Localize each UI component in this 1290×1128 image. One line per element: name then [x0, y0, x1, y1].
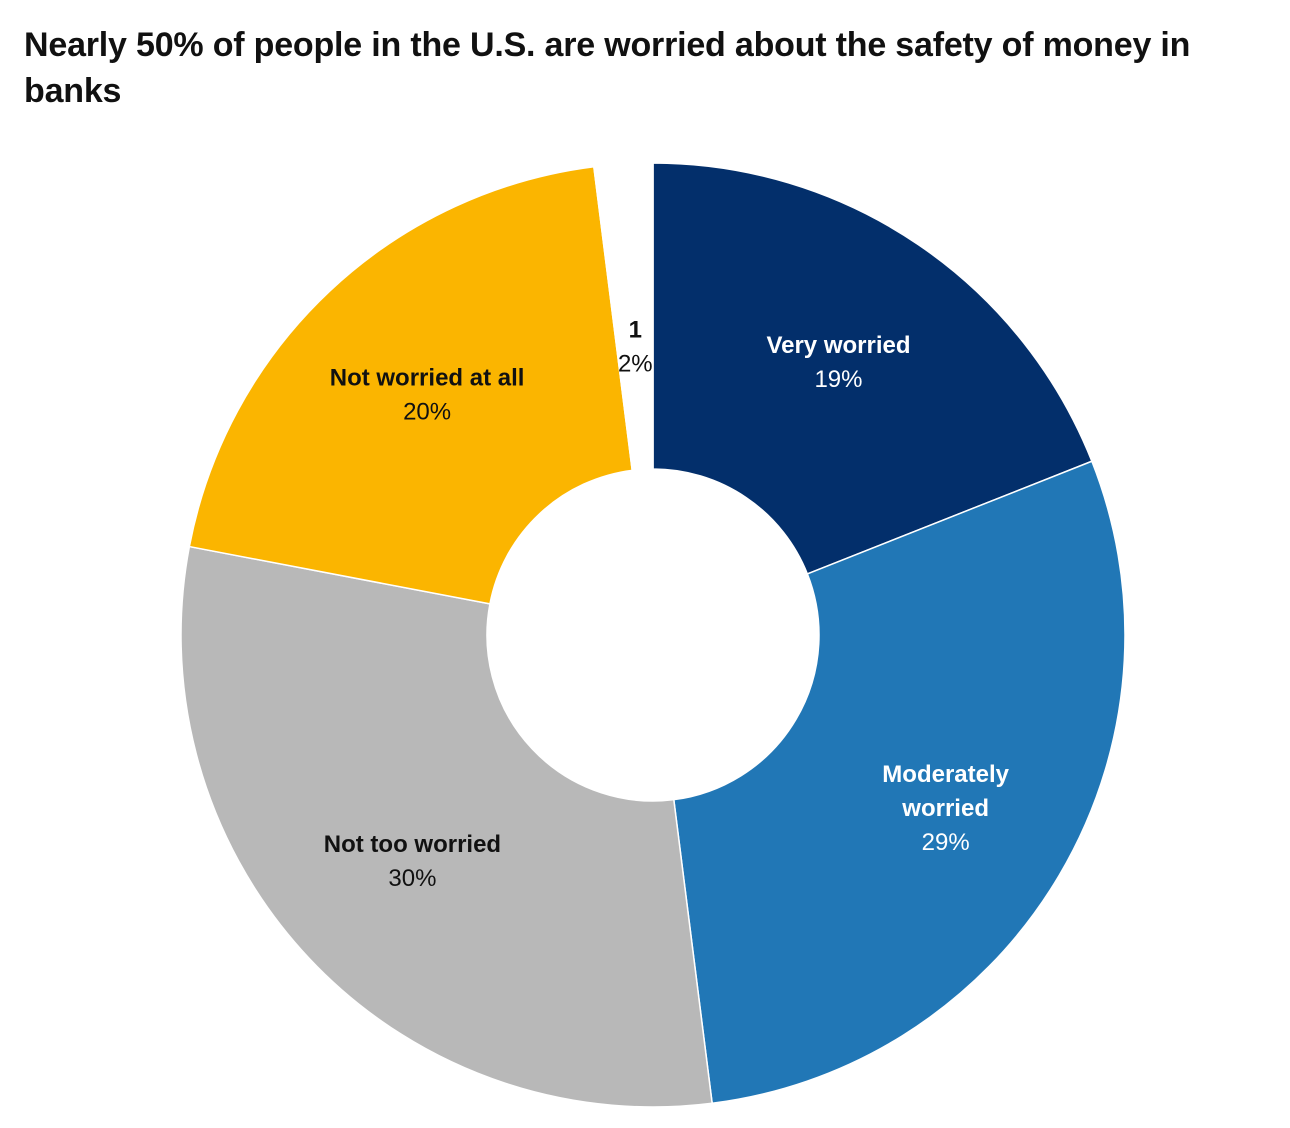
slice-value-text: 29%: [922, 829, 970, 856]
slice-moderately-worried[interactable]: [672, 460, 1126, 1105]
slice-name-text: Moderately: [882, 761, 1009, 788]
slice-name-text: worried: [901, 795, 989, 822]
slice-1[interactable]: [593, 162, 654, 472]
slice-not-too-worried[interactable]: [180, 545, 713, 1108]
slice-name-text: Very worried: [766, 332, 910, 359]
slice-label-moderately-worried: Moderately worried 29%: [882, 761, 1009, 856]
slice-labels: Very worried 19% Moderately worried 29% Not t…: [324, 317, 1010, 892]
slice-name-text: 1: [629, 317, 642, 344]
slice-label-1: 1 2%: [618, 317, 653, 378]
slice-label-very-worried: Very worried 19%: [766, 332, 910, 393]
slice-name-text: Not too worried: [324, 831, 501, 858]
donut-slices: [180, 162, 1126, 1108]
slice-not-worried-at-all[interactable]: [188, 165, 634, 605]
slice-value-text: 19%: [814, 366, 862, 393]
slice-value-text: 20%: [403, 398, 451, 425]
slice-label-not-too-worried: Not too worried 30%: [324, 831, 501, 892]
slice-very-worried[interactable]: [652, 162, 1093, 575]
chart-title: Nearly 50% of people in the U.S. are wor…: [24, 26, 1191, 110]
slice-value-text: 2%: [618, 351, 653, 378]
slice-name-text: Not worried at all: [330, 364, 525, 391]
slice-label-not-worried-at-all: Not worried at all 20%: [330, 364, 525, 425]
slice-value-text: 30%: [388, 865, 436, 892]
